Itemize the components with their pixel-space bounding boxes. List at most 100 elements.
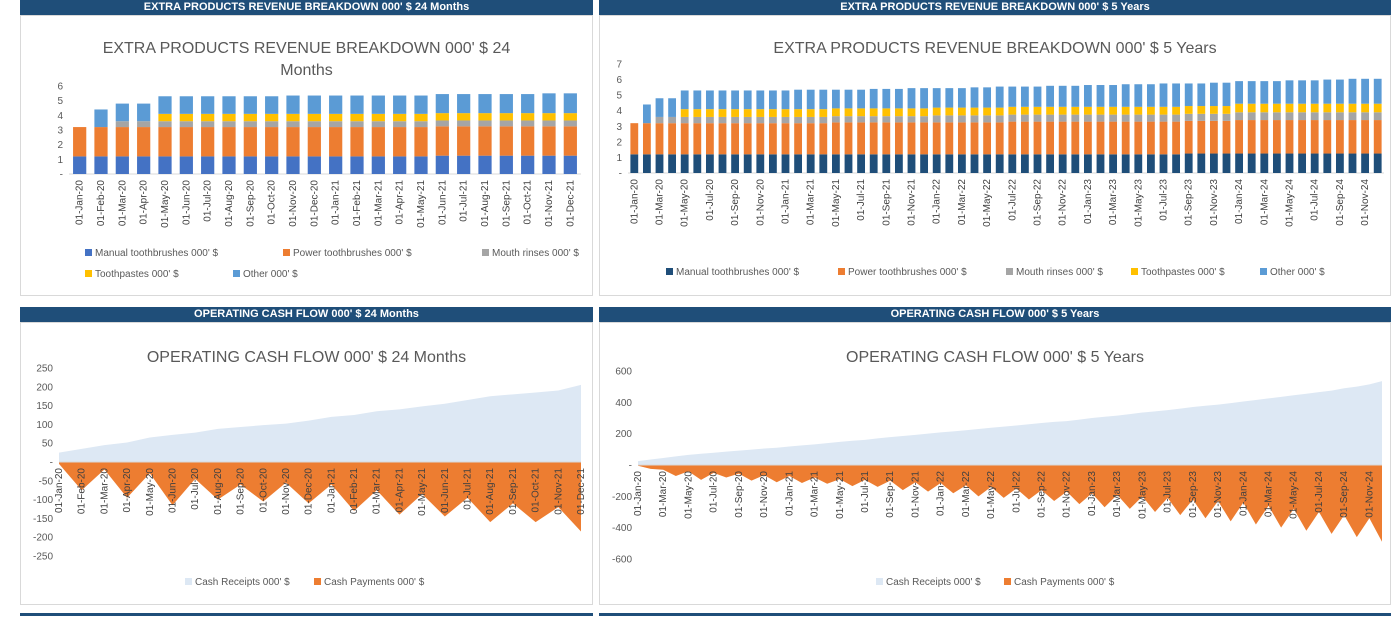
- x-tick-group: 01-Jul-20: [709, 471, 720, 513]
- x-tick-label: 01-Jan-21: [331, 180, 342, 225]
- x-tick-label: 01-Mar-20: [658, 471, 669, 518]
- bar-segment: [414, 95, 428, 114]
- bar-segment: [1298, 103, 1307, 113]
- bar-segment: [844, 89, 853, 109]
- x-tick-group: 01-Jul-20: [203, 180, 214, 222]
- bar-segment: [393, 156, 407, 174]
- y-tick-label: 5: [57, 96, 63, 107]
- bar-segment: [265, 121, 279, 128]
- x-tick-label: 01-Mar-23: [1112, 471, 1123, 518]
- bar-segment: [693, 154, 702, 173]
- x-tick-label: 01-Mar-21: [810, 471, 821, 518]
- x-tick-group: 01-Mar-20: [117, 180, 128, 227]
- bar-segment: [1310, 80, 1319, 104]
- bar-segment: [1184, 120, 1193, 154]
- x-tick-group: 01-Mar-23: [1112, 471, 1123, 518]
- x-tick-group: 01-May-20: [160, 180, 171, 228]
- x-tick-group: 01-Jul-24: [1310, 179, 1321, 221]
- bar-segment: [1298, 153, 1307, 173]
- x-tick-group: 01-Mar-22: [961, 471, 972, 518]
- x-tick-group: 01-Mar-21: [372, 468, 383, 515]
- bar-segment: [1172, 83, 1181, 107]
- bar-segment: [806, 109, 815, 117]
- bar-segment: [499, 113, 513, 121]
- bar-segment: [781, 123, 790, 155]
- bar-segment: [743, 109, 752, 117]
- x-tick-group: 01-Jun-20: [167, 468, 178, 513]
- bar-segment: [435, 126, 449, 156]
- bar-segment: [307, 113, 321, 122]
- legend-label: Toothpastes 000' $: [1141, 267, 1225, 278]
- y-tick-label: -50: [39, 476, 54, 487]
- bar-segment: [844, 116, 853, 123]
- y-tick-label: 6: [616, 75, 622, 86]
- bar-segment: [731, 116, 740, 124]
- x-tick-group: 01-Nov-20: [281, 468, 292, 515]
- bar-segment: [705, 116, 714, 124]
- legend-swatch: [85, 249, 92, 256]
- bar-segment: [457, 94, 471, 114]
- panel-cashflow-24m: OPERATING CASH FLOW 000' $ 24 Months OPE…: [20, 307, 593, 605]
- x-tick-group: 01-Jul-20: [190, 468, 201, 510]
- bar-segment: [1235, 153, 1244, 173]
- x-tick-label: 01-Nov-24: [1360, 179, 1371, 226]
- bar-segment: [521, 120, 535, 127]
- bar-segment: [907, 88, 916, 109]
- x-tick-label: 01-Nov-21: [553, 468, 564, 515]
- panel-header: OPERATING CASH FLOW 000' $ 5 Years: [599, 307, 1391, 322]
- y-tick-label: 200: [615, 429, 632, 440]
- bar-segment: [894, 116, 903, 123]
- bar-segment: [1272, 112, 1281, 121]
- bar-segment: [869, 154, 878, 173]
- x-tick-label: 01-Jan-23: [1083, 179, 1094, 224]
- x-tick-label: 01-Aug-21: [485, 468, 496, 515]
- x-tick-group: 01-Jan-22: [932, 179, 943, 224]
- x-tick-label: 01-Mar-24: [1259, 179, 1270, 226]
- bar-segment: [521, 155, 535, 174]
- bar-segment: [995, 107, 1004, 116]
- y-tick-label: 3: [57, 126, 63, 137]
- bar-segment: [350, 127, 364, 157]
- bar-segment: [286, 113, 300, 122]
- legend-label: Power toothbrushes 000' $: [848, 267, 967, 278]
- bar-segment: [831, 154, 840, 173]
- bar-segment: [718, 123, 727, 155]
- bar-segment: [1209, 106, 1218, 114]
- bar-segment: [1197, 113, 1206, 121]
- x-tick-label: 01-Mar-22: [957, 179, 968, 226]
- x-tick-group: 01-Jun-20: [181, 180, 192, 225]
- bar-segment: [137, 127, 151, 157]
- bar-segment: [265, 156, 279, 174]
- bar-segment: [393, 113, 407, 122]
- x-tick-label: 01-Nov-21: [907, 179, 918, 226]
- bar-segment: [1335, 153, 1344, 173]
- bar-segment: [371, 127, 385, 157]
- x-tick-group: 01-Oct-20: [258, 468, 269, 513]
- x-tick-label: 01-Sep-20: [730, 179, 741, 226]
- x-tick-group: 01-Feb-20: [96, 180, 107, 227]
- bar-segment: [907, 122, 916, 155]
- bar-segment: [882, 154, 891, 173]
- x-tick-group: 01-Aug-21: [480, 180, 491, 227]
- bar-segment: [668, 154, 677, 173]
- bar-segment: [1272, 153, 1281, 173]
- bar-segment: [1335, 120, 1344, 154]
- x-tick-label: 01-Jun-20: [167, 468, 178, 513]
- bar-segment: [1361, 103, 1370, 113]
- x-tick-label: 01-Sep-21: [881, 179, 892, 226]
- x-tick-group: 01-Aug-21: [485, 468, 496, 515]
- bar-segment: [243, 96, 257, 114]
- bar-segment: [1361, 112, 1370, 121]
- bar-segment: [756, 90, 765, 110]
- y-tick-label: 150: [36, 401, 53, 412]
- bar-segment: [970, 154, 979, 173]
- x-tick-label: 01-Nov-24: [1364, 471, 1375, 518]
- legend-label: Cash Receipts 000' $: [195, 577, 290, 588]
- bar-segment: [1235, 103, 1244, 113]
- bar-segment: [222, 121, 236, 128]
- bar-segment: [781, 116, 790, 124]
- x-tick-group: 01-Jul-21: [459, 180, 470, 222]
- x-tick-group: 01-Jan-22: [936, 471, 947, 516]
- panel-header: OPERATING CASH FLOW 000' $ 24 Months: [20, 307, 593, 322]
- y-tick-label: 400: [615, 398, 632, 409]
